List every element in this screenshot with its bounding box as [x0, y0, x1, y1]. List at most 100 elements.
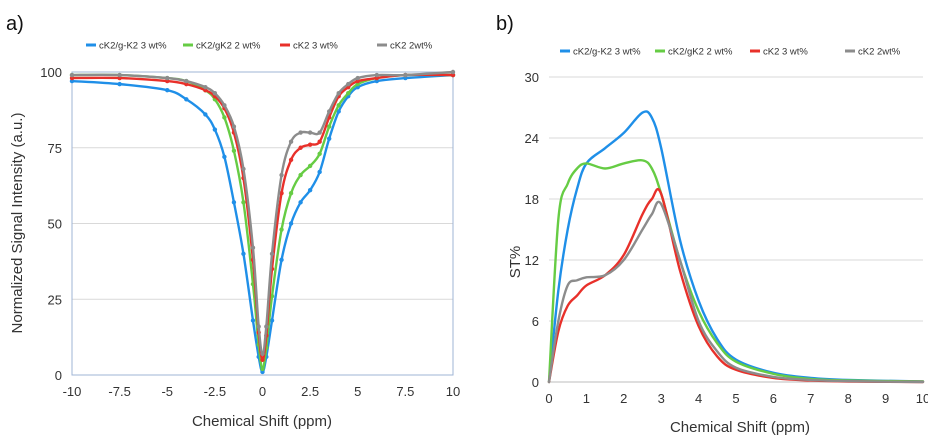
- data-point: [298, 172, 303, 178]
- data-point: [69, 72, 75, 78]
- data-point: [317, 130, 322, 135]
- data-point: [450, 72, 456, 78]
- data-point: [346, 91, 351, 96]
- data-point: [374, 72, 379, 78]
- y-tick-label: 24: [525, 131, 539, 146]
- y-tick-label: 0: [55, 368, 62, 383]
- series-line-ck2-3-wt-: [547, 188, 925, 384]
- data-point: [203, 84, 208, 90]
- panel-b-y-tick-labels: 0 6 12 18 24 30: [525, 70, 539, 390]
- data-point: [279, 227, 284, 232]
- series-line-ck2-3-wt-: [70, 73, 455, 362]
- data-point: [336, 103, 341, 108]
- y-tick-label: 12: [525, 253, 539, 268]
- x-tick-label: 9: [882, 391, 889, 406]
- data-point: [269, 318, 275, 323]
- panel-a-series-lines: [69, 69, 456, 375]
- series-line-ck2-gk2-2-wt-: [547, 159, 925, 384]
- panel-a-x-axis-label: Chemical Shift (ppm): [192, 413, 332, 430]
- data-point: [212, 127, 218, 132]
- legend-label: cK2/g-K2 3 wt%: [573, 47, 641, 58]
- data-point: [222, 154, 227, 160]
- data-point: [231, 124, 237, 129]
- data-point: [260, 366, 265, 372]
- data-point: [241, 200, 246, 205]
- x-tick-label: 3: [658, 391, 665, 406]
- x-tick-label: 7: [807, 391, 814, 406]
- data-point: [298, 130, 303, 135]
- x-tick-label: 2: [620, 391, 627, 406]
- data-point: [307, 130, 313, 135]
- y-tick-label: 6: [532, 314, 539, 329]
- data-point: [298, 145, 303, 150]
- data-point: [279, 257, 284, 263]
- data-point: [279, 172, 284, 178]
- panel-b-x-tick-labels: 0 1 2 3 4 5 6 7 8 9 10: [545, 391, 928, 406]
- x-tick-label: -7.5: [108, 384, 130, 399]
- y-tick-label: 50: [48, 217, 62, 232]
- x-tick-label: 2.5: [301, 384, 319, 399]
- data-point: [288, 139, 294, 144]
- data-point: [326, 136, 332, 141]
- data-point: [298, 200, 303, 205]
- data-point: [374, 78, 379, 84]
- data-point: [317, 169, 322, 175]
- data-point: [336, 91, 341, 96]
- x-tick-label: 4: [695, 391, 702, 406]
- series-line-ck2-2wt-: [547, 200, 925, 384]
- y-tick-label: 0: [532, 375, 539, 390]
- data-point: [222, 103, 227, 108]
- panel-a-label: a): [6, 13, 24, 35]
- data-point: [250, 245, 256, 250]
- data-point: [184, 81, 189, 87]
- data-point: [450, 69, 456, 75]
- data-point: [346, 81, 351, 87]
- data-point: [307, 142, 313, 147]
- panel-a-y-tick-labels: 0 25 50 75 100: [40, 65, 62, 383]
- data-point: [264, 324, 269, 329]
- y-tick-label: 30: [525, 70, 539, 85]
- data-point: [260, 357, 265, 363]
- data-point: [403, 75, 408, 81]
- data-point: [165, 87, 170, 93]
- x-tick-label: -2.5: [204, 384, 226, 399]
- series-line-ck2-gk2-2-wt-: [70, 73, 455, 371]
- data-point: [256, 324, 261, 329]
- data-point: [317, 139, 322, 144]
- panel-a-y-axis-label: Normalized Signal Intensity (a.u.): [9, 113, 26, 334]
- data-point: [288, 191, 294, 196]
- y-tick-label: 75: [48, 141, 62, 156]
- data-point: [117, 81, 122, 87]
- y-tick-label: 25: [48, 292, 62, 307]
- legend-label: cK2/gK2 2 wt%: [668, 47, 733, 58]
- series-line-ck2-g-k2-3-wt-: [547, 110, 925, 384]
- x-tick-label: 10: [916, 391, 928, 406]
- x-tick-label: 0: [545, 391, 552, 406]
- legend-label: cK2 2wt%: [390, 41, 433, 52]
- x-tick-label: 6: [770, 391, 777, 406]
- data-point: [403, 72, 408, 78]
- y-tick-label: 100: [40, 65, 62, 80]
- data-point: [184, 78, 189, 84]
- y-tick-label: 18: [525, 192, 539, 207]
- data-point: [355, 75, 360, 81]
- data-point: [355, 81, 360, 87]
- data-point: [212, 91, 218, 96]
- data-point: [69, 75, 75, 81]
- data-point: [288, 221, 294, 226]
- legend-label: cK2 3 wt%: [293, 41, 338, 52]
- legend-label: cK2/g-K2 3 wt%: [99, 41, 167, 52]
- panel-a-plot-frame: [71, 71, 454, 376]
- data-point: [165, 78, 170, 84]
- data-point: [222, 115, 227, 120]
- panel-a: a) -10 -7.5 -5 -2.5 0 2.5 5 7.5 10 0 25 50 75 100 cK…: [6, 13, 460, 430]
- legend-label: cK2 2wt%: [858, 47, 901, 58]
- data-point: [231, 148, 237, 153]
- panel-b-gridlines: [549, 76, 923, 383]
- data-point: [203, 112, 208, 117]
- data-point: [184, 97, 189, 102]
- legend-label: cK2 3 wt%: [763, 47, 808, 58]
- data-point: [203, 87, 208, 93]
- data-point: [117, 75, 122, 81]
